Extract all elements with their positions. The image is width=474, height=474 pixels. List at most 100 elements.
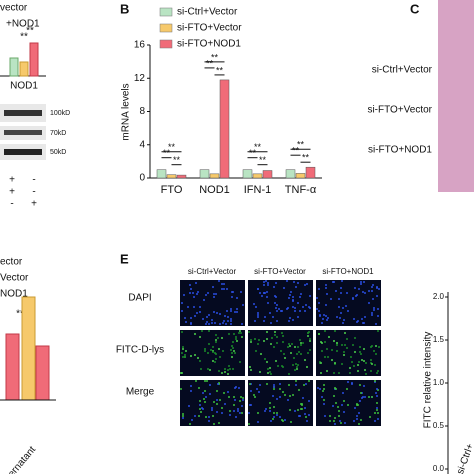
cell: [375, 323, 377, 325]
band: [4, 110, 42, 116]
cell: [279, 388, 281, 390]
cell: [274, 331, 276, 333]
cell: [363, 360, 365, 362]
axis-label: ernatant: [6, 444, 38, 474]
cell: [289, 409, 291, 411]
cell: [288, 320, 290, 322]
cell: [218, 348, 220, 350]
cell: [270, 373, 272, 375]
y-tick-label: 16: [134, 40, 146, 51]
y-axis-label: mRNA levels: [121, 83, 132, 140]
cell: [239, 361, 241, 363]
cell: [377, 330, 379, 332]
cell: [378, 346, 380, 348]
cell: [289, 317, 291, 319]
cell: [361, 318, 363, 320]
cell: [223, 288, 225, 290]
cell: [308, 306, 310, 308]
cell: [219, 313, 221, 315]
cell: [308, 414, 310, 416]
cell: [240, 396, 242, 398]
cell: [362, 396, 364, 398]
cell: [331, 349, 333, 351]
cell: [288, 343, 290, 345]
cell: [341, 280, 343, 282]
cell: [230, 318, 232, 320]
cell: [293, 281, 295, 283]
cell: [193, 306, 195, 308]
cell: [239, 400, 241, 402]
cell: [196, 293, 198, 295]
cell: [371, 290, 373, 292]
cell: [239, 412, 241, 414]
cell: [230, 308, 232, 310]
cell: [230, 320, 232, 322]
cell: [282, 366, 284, 368]
cell: [217, 383, 219, 385]
cell: [263, 292, 265, 294]
cell: [200, 411, 202, 413]
cell: [216, 411, 218, 413]
cell: [294, 310, 296, 312]
row-label: si-FTO+NOD1: [368, 145, 432, 156]
cell: [300, 342, 302, 344]
cell: [328, 336, 330, 338]
cell: [342, 392, 344, 394]
cell: [352, 297, 354, 299]
cell: [363, 385, 365, 387]
cell: [276, 304, 278, 306]
cell: [302, 397, 304, 399]
cell: [357, 364, 359, 366]
cell: [270, 343, 272, 345]
cell: [279, 383, 281, 385]
cell: [333, 420, 335, 422]
cell: [199, 306, 201, 308]
cell: [282, 420, 284, 422]
cell: [374, 420, 376, 422]
cell: [267, 284, 269, 286]
cell: [336, 350, 338, 352]
cell: [259, 371, 261, 373]
cell: [237, 410, 239, 412]
cell: [199, 360, 201, 362]
cell: [324, 330, 326, 332]
cell: [296, 366, 298, 368]
cell: [234, 387, 236, 389]
legend-text: +NOD1: [6, 19, 40, 30]
cell: [215, 341, 217, 343]
y-tick-label: 8: [139, 106, 145, 117]
cell: [184, 317, 186, 319]
cell: [259, 292, 261, 294]
cell: [212, 360, 214, 362]
cell: [230, 349, 232, 351]
cell: [344, 332, 346, 334]
cell: [235, 336, 237, 338]
cell: [357, 404, 359, 406]
cell: [338, 415, 340, 417]
cell: [372, 284, 374, 286]
cell: [216, 403, 218, 405]
cell: [213, 401, 215, 403]
cell: [205, 396, 207, 398]
bar: [5, 333, 20, 401]
cell: [203, 299, 205, 301]
cell: [274, 302, 276, 304]
cell: [308, 400, 310, 402]
bar: [176, 174, 187, 179]
cell: [325, 284, 327, 286]
cell: [358, 412, 360, 414]
stars: **: [26, 26, 34, 37]
cell: [254, 320, 256, 322]
cell: [208, 420, 210, 422]
cell: [214, 361, 216, 363]
cell: [239, 330, 241, 332]
sign: +: [9, 175, 15, 186]
cell: [229, 414, 231, 416]
cell: [363, 281, 365, 283]
cell: [190, 390, 192, 392]
cell: [287, 307, 289, 309]
cell: [304, 413, 306, 415]
cell: [232, 347, 234, 349]
cell: [212, 351, 214, 353]
cell: [180, 388, 182, 390]
